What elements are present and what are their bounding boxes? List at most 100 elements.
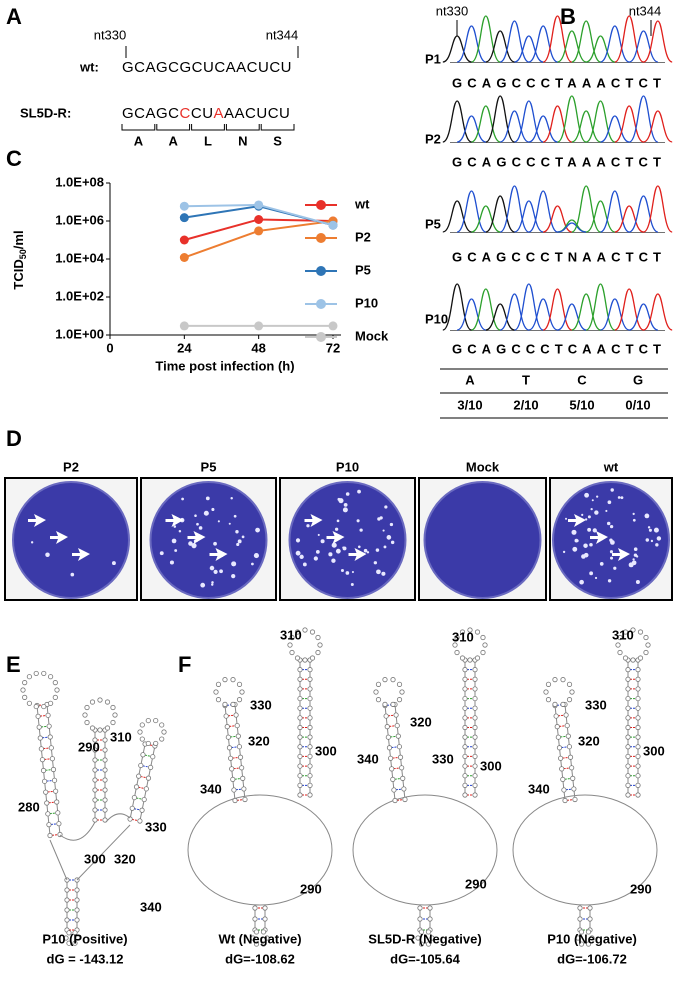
nucleotide xyxy=(373,689,379,695)
nucleotide xyxy=(239,765,245,771)
plaque xyxy=(384,505,388,509)
plate xyxy=(149,481,268,599)
legend-label: wt xyxy=(354,196,370,211)
plate-label: Mock xyxy=(466,459,500,474)
plaque xyxy=(111,561,116,566)
nucleotide xyxy=(230,677,236,683)
x-tick-label: 48 xyxy=(251,340,265,355)
nucleotide xyxy=(307,753,313,760)
nucleotide xyxy=(141,796,147,803)
plaque xyxy=(317,533,320,536)
arrow xyxy=(568,514,586,527)
legend-marker xyxy=(316,299,326,309)
plaque xyxy=(320,539,325,544)
trace-peak xyxy=(643,110,673,143)
nucleotide xyxy=(226,745,233,751)
trace-peak xyxy=(585,283,616,331)
nucleotide xyxy=(383,713,389,719)
position-label: 330 xyxy=(585,697,607,712)
nucleotide xyxy=(49,756,55,762)
plaque xyxy=(594,510,599,515)
nucleotide xyxy=(472,705,478,711)
nucleotide xyxy=(260,929,267,935)
nucleotide xyxy=(570,775,576,781)
nucleotide xyxy=(569,689,575,695)
nucleotide xyxy=(396,744,403,750)
nucleotide xyxy=(262,905,268,911)
nucleotide xyxy=(222,701,228,707)
nucleotide xyxy=(234,722,240,729)
position-label: 310 xyxy=(452,629,474,644)
sequence: GCAGCGCUCAACUCU xyxy=(122,59,292,76)
nucleotide xyxy=(427,905,433,911)
plaque xyxy=(617,496,621,499)
position-label: 340 xyxy=(357,751,379,766)
nucleotide xyxy=(35,713,41,719)
plaque xyxy=(169,560,174,565)
trace-peak xyxy=(499,110,530,143)
nucleotide xyxy=(227,755,234,761)
nucleotide xyxy=(625,753,631,760)
nucleotide xyxy=(635,782,641,788)
nucleotide xyxy=(33,703,39,710)
plaque xyxy=(302,562,307,567)
plaque xyxy=(613,566,617,570)
plaque xyxy=(574,538,579,543)
plaque xyxy=(635,580,640,584)
backbone xyxy=(394,704,406,800)
nucleotide xyxy=(425,929,432,935)
nucleotide xyxy=(63,935,69,941)
position-label: 290 xyxy=(465,876,487,891)
nucleotide xyxy=(64,897,70,903)
nucleotide xyxy=(396,697,403,703)
nucleotide xyxy=(250,935,256,941)
plate-label: P5 xyxy=(201,459,217,474)
nucleotide xyxy=(33,670,39,677)
data-point xyxy=(328,220,338,230)
nucleotide xyxy=(396,681,403,687)
data-point xyxy=(179,213,189,223)
arrow xyxy=(28,514,46,527)
plaque xyxy=(295,550,301,556)
trace-peak xyxy=(514,100,544,143)
arrow xyxy=(612,548,630,561)
nucleotide xyxy=(225,734,231,740)
nucleotide xyxy=(302,627,308,633)
plaque xyxy=(636,555,639,558)
arrow xyxy=(209,548,228,561)
trace-peak xyxy=(485,95,515,143)
trace-peak xyxy=(600,190,630,233)
trace-peak xyxy=(557,303,587,331)
seq-segment: A xyxy=(214,105,225,122)
nucleotide xyxy=(92,757,98,763)
nucleotide xyxy=(589,935,595,941)
trace-peak xyxy=(628,30,659,63)
plaque xyxy=(230,497,233,500)
plaque xyxy=(363,548,368,553)
trace-peak xyxy=(442,283,472,331)
plaque xyxy=(382,529,385,532)
trace-peak xyxy=(471,205,501,233)
trace-peak xyxy=(442,35,472,63)
plaque xyxy=(653,527,659,533)
nucleotide xyxy=(309,629,316,635)
plaque xyxy=(231,561,237,567)
panel-label: A xyxy=(6,4,22,29)
nucleotide xyxy=(45,712,51,718)
data-point xyxy=(254,200,264,210)
nucleotide xyxy=(400,775,406,781)
plaque xyxy=(565,517,568,520)
nucleotide xyxy=(289,634,295,641)
nucleotide xyxy=(252,916,258,922)
nucleotide xyxy=(138,762,144,769)
nucleotide xyxy=(635,763,641,769)
nucleotide xyxy=(474,655,481,661)
nucleotide xyxy=(462,695,468,702)
nucleotide xyxy=(454,649,460,656)
nucleotide xyxy=(375,681,382,687)
trace-peak xyxy=(471,105,501,143)
nucleotide xyxy=(392,797,398,804)
plaque xyxy=(237,539,242,544)
nucleotide xyxy=(89,699,96,705)
nucleotide xyxy=(425,941,432,947)
